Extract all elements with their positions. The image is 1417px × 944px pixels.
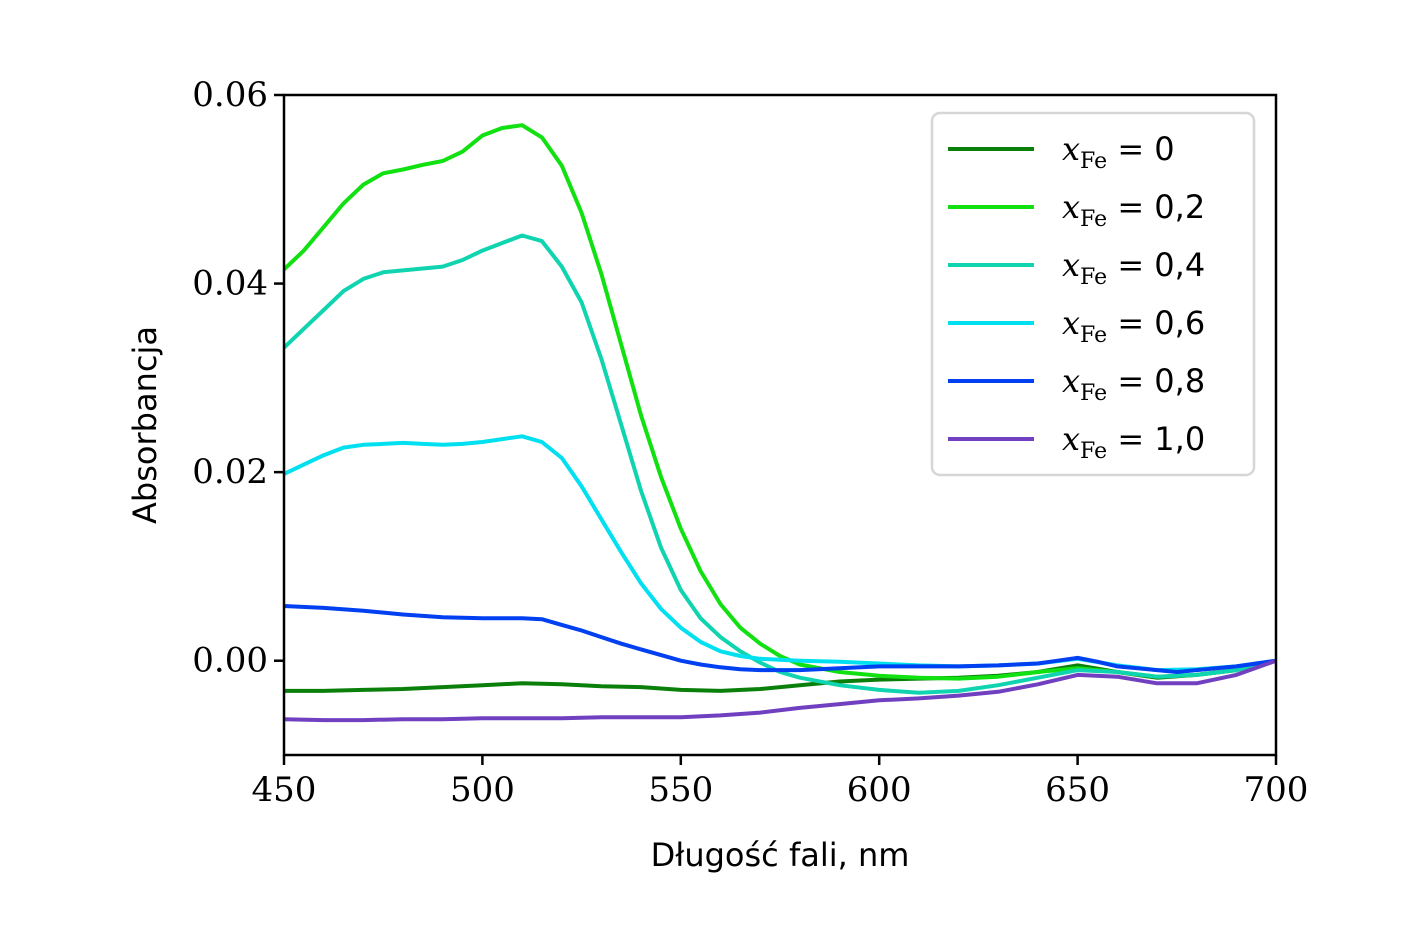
legend-entry: xFe = 0,6 [1062, 304, 1205, 348]
series-layer [284, 123, 1276, 723]
legend-entry: xFe = 0 [1062, 130, 1175, 174]
legend-entry: xFe = 0,2 [1062, 188, 1205, 232]
x-axis-label: Długość fali, nm [651, 836, 910, 874]
y-axis-label: Absorbancja [126, 326, 164, 524]
legend-entry: xFe = 0,4 [1062, 246, 1205, 290]
series-line-1 [284, 123, 1276, 681]
legend: xFe = 0 xFe = 0,2 xFe = 0,4 xFe = 0,6 xFe = … [930, 111, 1256, 477]
plot-frame [282, 93, 1278, 757]
legend-entry: xFe = 0,8 [1062, 362, 1205, 406]
y-tick-label: 0.06 [192, 75, 268, 115]
y-axis-ticks: 0.00 0.02 0.04 0.06 [192, 75, 284, 681]
series-line-4 [284, 604, 1276, 674]
y-tick-label: 0.04 [192, 264, 268, 304]
series-line-2 [284, 233, 1276, 695]
x-axis-ticks: 450 500 550 600 650 700 [252, 755, 1309, 810]
y-tick-label: 0.00 [192, 641, 268, 681]
legend-box [930, 111, 1256, 477]
x-tick-label: 700 [1244, 770, 1309, 810]
x-tick-label: 550 [648, 770, 713, 810]
x-tick-label: 500 [450, 770, 515, 810]
y-tick-label: 0.02 [192, 452, 268, 492]
x-tick-label: 450 [252, 770, 317, 810]
legend-entry: xFe = 1,0 [1062, 420, 1205, 464]
x-tick-label: 600 [847, 770, 912, 810]
series-line-5 [284, 658, 1276, 723]
x-tick-label: 650 [1045, 770, 1110, 810]
